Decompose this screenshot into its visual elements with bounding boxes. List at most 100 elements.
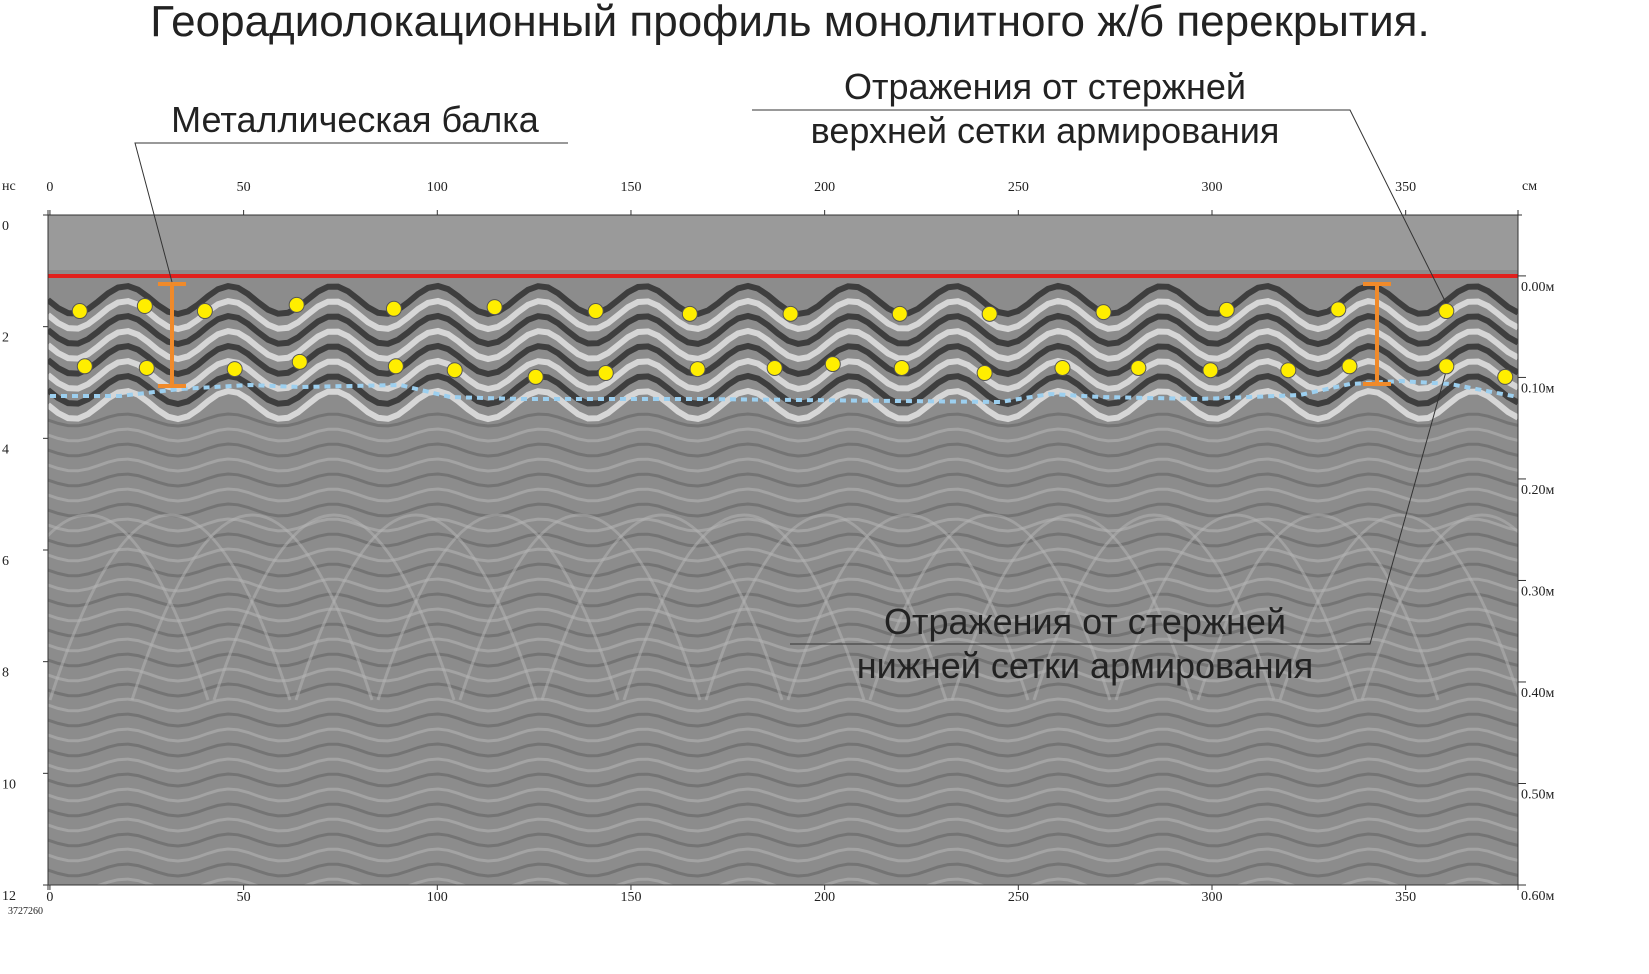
reflection-point (385, 300, 402, 317)
texture-hyperbola (950, 513, 1194, 701)
texture-wave (48, 667, 1518, 683)
texture-wave (48, 577, 1518, 593)
texture-wave (48, 502, 1518, 518)
reflection-point (196, 303, 213, 320)
reflection-point (1054, 359, 1071, 376)
texture-wave (48, 592, 1518, 608)
texture-hyperbola (868, 513, 1112, 701)
texture-wave (48, 327, 1518, 363)
x-axis-unit: см (1522, 179, 1537, 194)
texture-wave (48, 622, 1518, 638)
reflection-point (689, 361, 706, 378)
texture-hyperbola (1196, 513, 1440, 701)
reflection-point (486, 299, 503, 316)
texture-wave (48, 817, 1518, 833)
reflection-boundary (50, 378, 1519, 405)
x-tick-label: 300 (1201, 890, 1222, 905)
reflection-point (824, 356, 841, 373)
texture-wave (48, 312, 1518, 348)
texture-wave (48, 607, 1518, 623)
reflection-point (76, 358, 93, 375)
texture-wave (48, 787, 1518, 803)
texture-wave (48, 832, 1518, 848)
texture-wave (48, 532, 1518, 548)
x-tick-label: 250 (1008, 180, 1029, 195)
texture-wave (48, 372, 1518, 408)
texture-hyperbola (1032, 513, 1276, 701)
texture-hyperbola (48, 513, 210, 701)
reflection-point (387, 358, 404, 375)
reflection-point (1438, 303, 1455, 320)
reflection-point (587, 303, 604, 320)
texture-wave (48, 652, 1518, 668)
texture-wave (48, 742, 1518, 758)
reflection-point (1130, 359, 1147, 376)
beam-marker (1363, 282, 1391, 386)
texture-wave (48, 517, 1518, 533)
x-tick-label: 150 (620, 890, 641, 905)
x-tick-label: 200 (814, 180, 835, 195)
x-tick-label: 350 (1395, 890, 1416, 905)
radargram-texture (48, 215, 1518, 885)
x-tick-label: 0 (46, 890, 53, 905)
texture-wave (48, 412, 1518, 428)
reflection-point (893, 359, 910, 376)
overlay (48, 109, 1519, 645)
texture-wave (48, 682, 1518, 698)
texture-wave (48, 342, 1518, 378)
annotation: Отражения от стержней (884, 601, 1286, 642)
reflection-point (446, 362, 463, 379)
texture-wave (48, 712, 1518, 728)
texture-hyperbola (622, 513, 866, 701)
y-tick-label: 6 (2, 554, 9, 569)
y2-tick-label: 0.10м (1521, 381, 1555, 396)
x-tick-label: 350 (1395, 180, 1416, 195)
texture-wave (48, 877, 1504, 885)
texture-hyperbola (458, 513, 702, 701)
texture-wave (48, 457, 1518, 473)
reflection-point (1095, 304, 1112, 321)
texture-wave (48, 442, 1518, 458)
texture-hyperbola (786, 513, 1030, 701)
y2-tick-label: 0.30м (1521, 584, 1555, 599)
annotation: Отражения от стержней (844, 66, 1246, 107)
y2-tick-label: 0.50м (1521, 787, 1555, 802)
leader-line (134, 142, 568, 283)
reflection-point (1330, 301, 1347, 318)
annotation: Металлическая балка (171, 99, 540, 140)
x-tick-label: 250 (1008, 890, 1029, 905)
texture-hyperbola (540, 513, 784, 701)
y-tick-label: 12 (2, 889, 16, 904)
texture-wave (48, 387, 1518, 423)
texture-wave (48, 637, 1518, 653)
beam-marker (158, 282, 186, 388)
texture-hyperbola (294, 513, 538, 701)
reflection-point (766, 359, 783, 376)
texture-hyperbola (212, 513, 456, 701)
y-tick-label: 0 (2, 219, 9, 234)
reflection-point (1438, 358, 1455, 375)
texture-wave (48, 727, 1518, 743)
annotation: верхней сетки армирования (811, 110, 1280, 151)
file-id: 3727260 (8, 906, 43, 917)
texture-wave (48, 547, 1518, 563)
reflection-point (782, 305, 799, 322)
x-tick-label: 200 (814, 890, 835, 905)
reflection-point (681, 305, 698, 322)
texture-wave (48, 802, 1518, 818)
reflection-point (1497, 368, 1514, 385)
reflection-point (1202, 362, 1219, 379)
x-tick-label: 0 (46, 180, 53, 195)
texture-hyperbola (130, 513, 374, 701)
reflection-point (1280, 362, 1297, 379)
x-tick-label: 50 (237, 180, 251, 195)
x-tick-label: 300 (1201, 180, 1222, 195)
texture-wave (48, 472, 1518, 488)
leader-line (752, 109, 1448, 306)
texture-wave (48, 297, 1518, 333)
texture-hyperbola (1114, 513, 1358, 701)
y-axis-unit: нс (2, 179, 16, 194)
reflection-point (138, 359, 155, 376)
chart-title: Георадиолокационный профиль монолитного … (150, 0, 1429, 46)
